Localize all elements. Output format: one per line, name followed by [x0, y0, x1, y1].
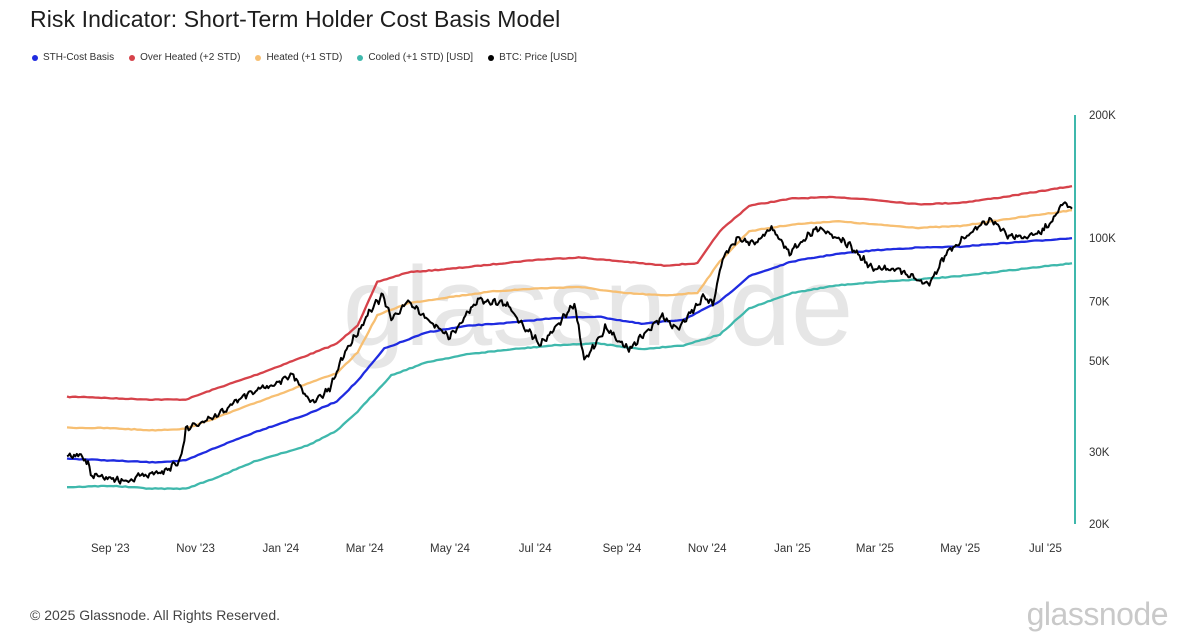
x-tick-label: Jan '25 — [774, 543, 811, 555]
x-tick-label: Sep '23 — [91, 543, 130, 555]
x-tick-label: Nov '23 — [176, 543, 215, 555]
y-tick-label: 100K — [1089, 233, 1116, 245]
legend-dot-icon — [488, 54, 495, 61]
legend: STH-Cost Basis Over Heated (+2 STD) Heat… — [32, 52, 577, 63]
chart-title: Risk Indicator: Short-Term Holder Cost B… — [30, 6, 561, 32]
x-tick-label: Sep '24 — [603, 543, 642, 555]
legend-dot-icon — [32, 54, 38, 61]
x-tick-label: Jul '24 — [519, 543, 552, 555]
legend-dot-icon — [357, 54, 364, 61]
legend-item-cooled[interactable]: Cooled (+1 STD) [USD] — [357, 52, 473, 63]
chart-watermark: glassnode — [343, 244, 854, 369]
x-tick-label: May '24 — [430, 543, 471, 555]
x-axis-ticks: Sep '23 Nov '23 Jan '24 Mar '24 May '24 Jul '… — [91, 543, 1062, 555]
y-tick-label: 30K — [1089, 447, 1110, 459]
legend-label: Heated (+1 STD) — [266, 52, 343, 63]
series-line-cooled-1-std-usd[interactable] — [67, 262, 1073, 491]
x-tick-label: Nov '24 — [688, 543, 727, 555]
x-tick-label: May '25 — [940, 543, 980, 555]
x-tick-label: Jul '25 — [1029, 543, 1062, 555]
copyright-notice: © 2025 Glassnode. All Rights Reserved. — [30, 607, 281, 623]
x-tick-label: Mar '24 — [346, 543, 385, 555]
x-tick-label: Jan '24 — [262, 543, 299, 555]
series-line-sth-cost-basis[interactable] — [66, 236, 1073, 464]
legend-item-sth-cost-basis[interactable]: STH-Cost Basis — [32, 52, 114, 63]
legend-label: Cooled (+1 STD) [USD] — [368, 52, 474, 63]
legend-item-heated[interactable]: Heated (+1 STD) — [255, 52, 342, 63]
y-tick-label: 20K — [1089, 519, 1110, 531]
series-line-over-heated-2-std[interactable] — [66, 184, 1073, 402]
y-tick-label: 200K — [1089, 110, 1116, 122]
legend-item-over-heated[interactable]: Over Heated (+2 STD) — [129, 52, 240, 63]
legend-label: STH-Cost Basis — [43, 52, 115, 63]
legend-item-btc-price[interactable]: BTC: Price [USD] — [488, 52, 577, 63]
x-tick-label: Mar '25 — [856, 543, 894, 555]
y-tick-label: 70K — [1089, 296, 1110, 308]
series-layer — [66, 184, 1073, 491]
legend-label: Over Heated (+2 STD) — [140, 52, 241, 63]
y-axis-ticks: 200K 100K 70K 50K 30K 20K — [1089, 110, 1116, 531]
series-line-heated-1-std[interactable] — [66, 209, 1073, 432]
legend-dot-icon — [255, 54, 262, 61]
series-line-btc-price-usd[interactable] — [66, 201, 1073, 485]
legend-label: BTC: Price [USD] — [499, 52, 577, 63]
legend-dot-icon — [129, 54, 136, 61]
y-tick-label: 50K — [1089, 356, 1110, 368]
brand-logo: glassnode — [1026, 596, 1169, 632]
